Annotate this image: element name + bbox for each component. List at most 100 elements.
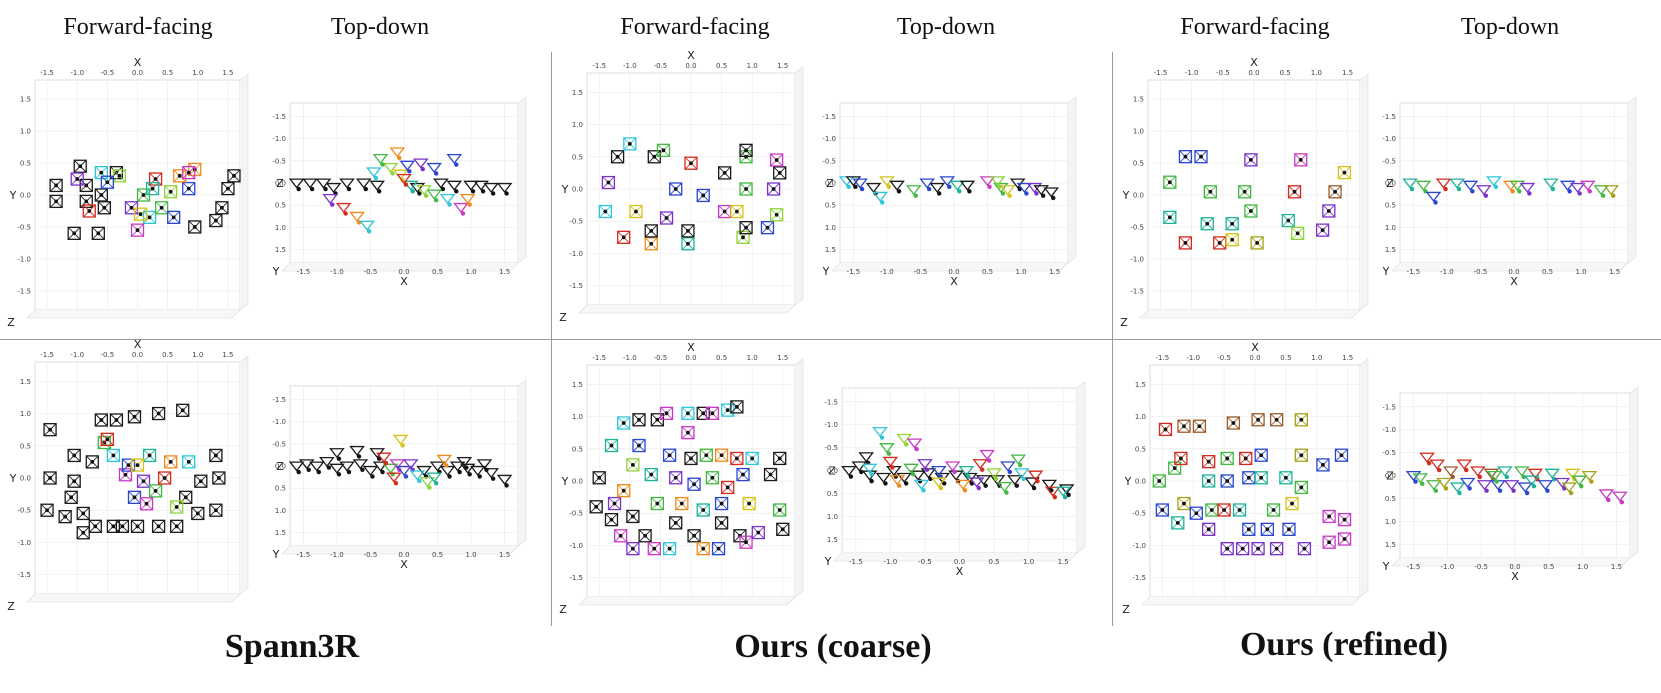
camera-marker (1225, 233, 1239, 247)
camera-marker (773, 503, 787, 517)
camera-marker (736, 467, 750, 482)
camera-center (90, 459, 95, 464)
camera-marker (638, 529, 652, 543)
camera-center (54, 183, 59, 188)
camera-center (744, 187, 748, 191)
plot-floor (281, 262, 519, 272)
camera-frame (1244, 153, 1258, 167)
camera-frustum (396, 465, 412, 477)
camera-frustum (1581, 470, 1598, 482)
camera-frame (684, 156, 698, 170)
camera-frustum (861, 463, 878, 474)
camera-marker (644, 224, 658, 238)
camera-frame (73, 159, 87, 173)
camera-center (719, 453, 724, 458)
y-tick-label: 1.5 (1135, 381, 1146, 389)
camera-center (1178, 456, 1183, 461)
camera-center (1287, 527, 1291, 532)
camera-frame (118, 468, 133, 482)
camera-marker (1537, 480, 1554, 493)
camera-frustum (929, 182, 946, 194)
camera-center (417, 478, 422, 484)
camera-center (213, 218, 218, 223)
camera-marker (463, 180, 479, 194)
camera-frame (687, 529, 701, 543)
camera-center (1283, 475, 1288, 480)
x-tick-label: -1.5 (592, 354, 606, 362)
camera-center (655, 417, 660, 422)
camera-center (1014, 483, 1019, 488)
z-axis-label: Z (1386, 470, 1394, 483)
x-tick-label: 0.0 (1509, 563, 1520, 571)
camera-center (1333, 189, 1337, 194)
camera-center (627, 141, 632, 146)
camera-marker (903, 463, 919, 477)
camera-frame (221, 181, 235, 196)
camera-frustum (1559, 180, 1576, 191)
camera-center (99, 193, 104, 197)
x-tick-label: 0.0 (1248, 69, 1259, 77)
y-tick-label: 0.5 (275, 202, 286, 210)
y-tick-label: 0.0 (827, 467, 838, 475)
camera-marker (913, 479, 930, 493)
camera-center (689, 161, 693, 166)
method-label-ours-coarse: Ours (coarse) (734, 628, 932, 665)
camera-center (1342, 517, 1347, 522)
camera-frustum (355, 178, 372, 189)
camera-frame (1174, 451, 1188, 466)
camera-frustum (882, 456, 899, 467)
x-axis-label: X (1251, 341, 1259, 354)
camera-marker (453, 202, 469, 216)
camera-marker (705, 406, 720, 420)
camera-frame (592, 471, 606, 485)
camera-marker (70, 172, 84, 186)
camera-marker (1294, 448, 1308, 462)
camera-frame (194, 474, 208, 488)
camera-center (1248, 209, 1253, 213)
camera-frame (760, 221, 775, 235)
camera-marker (372, 154, 389, 167)
camera-frame (1244, 204, 1258, 218)
camera-marker (601, 175, 616, 190)
camera-center (490, 476, 496, 481)
camera-center (132, 414, 137, 419)
camera-marker (1322, 204, 1336, 218)
x-tick-label: 0.0 (948, 268, 959, 276)
y-axis-label: Y (822, 265, 830, 278)
camera-frame (1337, 513, 1352, 527)
camera-marker (1203, 185, 1218, 199)
camera-center (594, 504, 599, 509)
camera-center (1292, 189, 1297, 194)
x-tick-label: -0.5 (364, 268, 378, 276)
x-tick-label: 0.5 (982, 268, 993, 276)
plot-side-wall (239, 73, 249, 311)
plot-spann3r-forward-row2: -1.5 -1.0 -0.5 0.0 0.5 1.0 1.5 -1.5 -1.0 -0.5 0.0 0… (7, 338, 249, 613)
camera-marker (1571, 475, 1588, 489)
camera-center (484, 467, 489, 473)
camera-center (1197, 424, 1202, 429)
x-tick-label: -1.0 (70, 69, 84, 77)
camera-center (444, 463, 449, 468)
y-tick-label: -1.0 (569, 250, 583, 258)
camera-marker (349, 445, 365, 459)
camera-center (54, 199, 59, 204)
camera-marker (1244, 204, 1258, 218)
camera-center (48, 427, 52, 432)
camera-marker (669, 516, 683, 530)
camera-center (376, 189, 382, 194)
camera-marker (145, 181, 160, 196)
y-axis-label: Y (272, 265, 280, 278)
camera-center (771, 187, 776, 191)
camera-frame (215, 201, 229, 215)
camera-marker (773, 166, 787, 180)
camera-marker (1519, 182, 1536, 196)
camera-marker (760, 221, 775, 235)
camera-center (1206, 527, 1211, 532)
camera-frame (179, 490, 193, 504)
camera-frustum (412, 158, 429, 169)
camera-center (1589, 479, 1594, 484)
camera-frustum (1579, 180, 1596, 191)
camera-marker (989, 176, 1006, 190)
camera-frame (164, 455, 178, 469)
camera-center (1494, 479, 1499, 484)
